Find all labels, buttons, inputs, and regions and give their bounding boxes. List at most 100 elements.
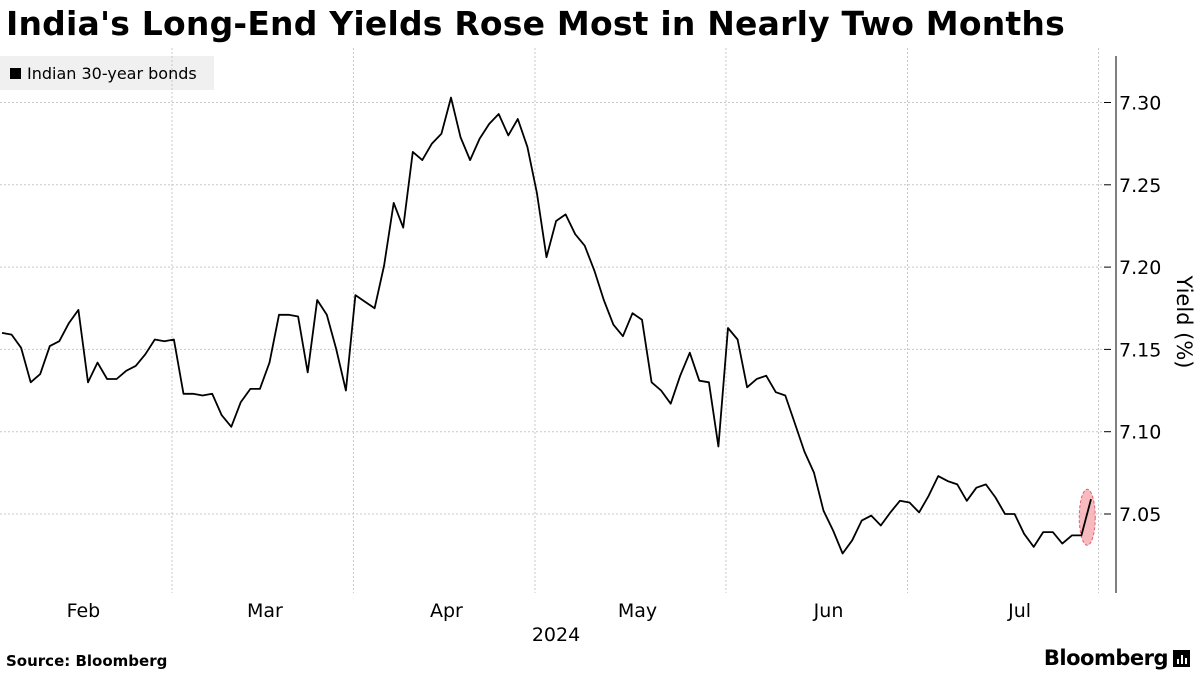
data-point: [269, 362, 270, 363]
data-point: [680, 375, 681, 376]
data-point: [164, 341, 165, 342]
data-point: [880, 525, 881, 526]
data-point: [107, 379, 108, 380]
data-point: [78, 309, 79, 310]
data-point: [279, 314, 280, 315]
data-point: [307, 372, 308, 373]
data-point: [613, 324, 614, 325]
data-point: [30, 382, 31, 383]
bar-chart-icon: [1173, 649, 1190, 667]
data-point: [642, 319, 643, 320]
data-point: [393, 202, 394, 203]
data-point: [2, 332, 3, 333]
data-point: [479, 138, 480, 139]
data-point: [498, 114, 499, 115]
legend-label: Indian 30-year bonds: [27, 63, 197, 83]
data-point: [632, 313, 633, 314]
data-point: [470, 160, 471, 161]
bloomberg-logo: Bloomberg: [1044, 646, 1190, 670]
data-point: [374, 308, 375, 309]
data-point: [775, 392, 776, 393]
y-tick-label: 7.05: [1119, 504, 1161, 526]
data-point: [584, 245, 585, 246]
data-point: [365, 301, 366, 302]
data-point: [1091, 499, 1092, 500]
data-point: [546, 257, 547, 258]
data-point: [450, 97, 451, 98]
data-point: [699, 380, 700, 381]
data-point: [221, 415, 222, 416]
data-point: [718, 446, 719, 447]
y-tick-label: 7.30: [1119, 93, 1161, 115]
y-tick-label: 7.25: [1119, 175, 1161, 197]
data-point: [556, 221, 557, 222]
data-point: [852, 540, 853, 541]
data-point: [861, 520, 862, 521]
data-point: [336, 349, 337, 350]
data-point: [173, 339, 174, 340]
data-point: [508, 135, 509, 136]
data-point: [145, 354, 146, 355]
data-point: [87, 382, 88, 383]
x-year-label: 2024: [532, 624, 580, 646]
data-point: [116, 379, 117, 380]
data-point: [756, 379, 757, 380]
data-point: [240, 402, 241, 403]
data-point: [651, 382, 652, 383]
data-point: [833, 530, 834, 531]
data-point: [661, 390, 662, 391]
x-tick-label: Apr: [430, 600, 463, 622]
data-point: [527, 146, 528, 147]
data-point: [441, 133, 442, 134]
data-point: [565, 214, 566, 215]
data-point: [422, 160, 423, 161]
x-tick-label: Feb: [67, 600, 101, 622]
data-point: [202, 395, 203, 396]
data-point: [1005, 514, 1006, 515]
data-point: [766, 375, 767, 376]
legend-swatch: [10, 67, 21, 79]
data-point: [384, 265, 385, 266]
data-point: [804, 451, 805, 452]
data-point: [947, 481, 948, 482]
data-point: [1043, 532, 1044, 533]
data-point: [995, 497, 996, 498]
data-point: [135, 365, 136, 366]
x-tick-label: Mar: [247, 600, 283, 622]
data-point: [403, 227, 404, 228]
data-point: [154, 339, 155, 340]
data-point: [871, 515, 872, 516]
data-point: [1033, 546, 1034, 547]
data-point: [183, 393, 184, 394]
data-point: [1062, 543, 1063, 544]
data-point: [1024, 533, 1025, 534]
data-point: [517, 118, 518, 119]
data-point: [40, 374, 41, 375]
data-point: [11, 334, 12, 335]
data-point: [899, 500, 900, 501]
data-point: [575, 234, 576, 235]
data-point: [49, 346, 50, 347]
x-tick-label: Jul: [1007, 600, 1031, 622]
data-point: [298, 316, 299, 317]
data-point: [747, 387, 748, 388]
data-point: [670, 403, 671, 404]
x-tick-label: May: [618, 600, 657, 622]
data-point: [909, 502, 910, 503]
data-point: [842, 553, 843, 554]
data-point: [431, 143, 432, 144]
data-point: [785, 395, 786, 396]
data-point: [622, 336, 623, 337]
data-point: [957, 484, 958, 485]
data-point: [938, 476, 939, 477]
data-point: [794, 423, 795, 424]
data-point: [689, 352, 690, 353]
y-tick-label: 7.10: [1119, 422, 1161, 444]
data-point: [985, 484, 986, 485]
data-point: [890, 512, 891, 513]
data-point: [1081, 535, 1082, 536]
data-point: [59, 341, 60, 342]
highlight-marker: [1078, 488, 1096, 546]
data-point: [345, 390, 346, 391]
